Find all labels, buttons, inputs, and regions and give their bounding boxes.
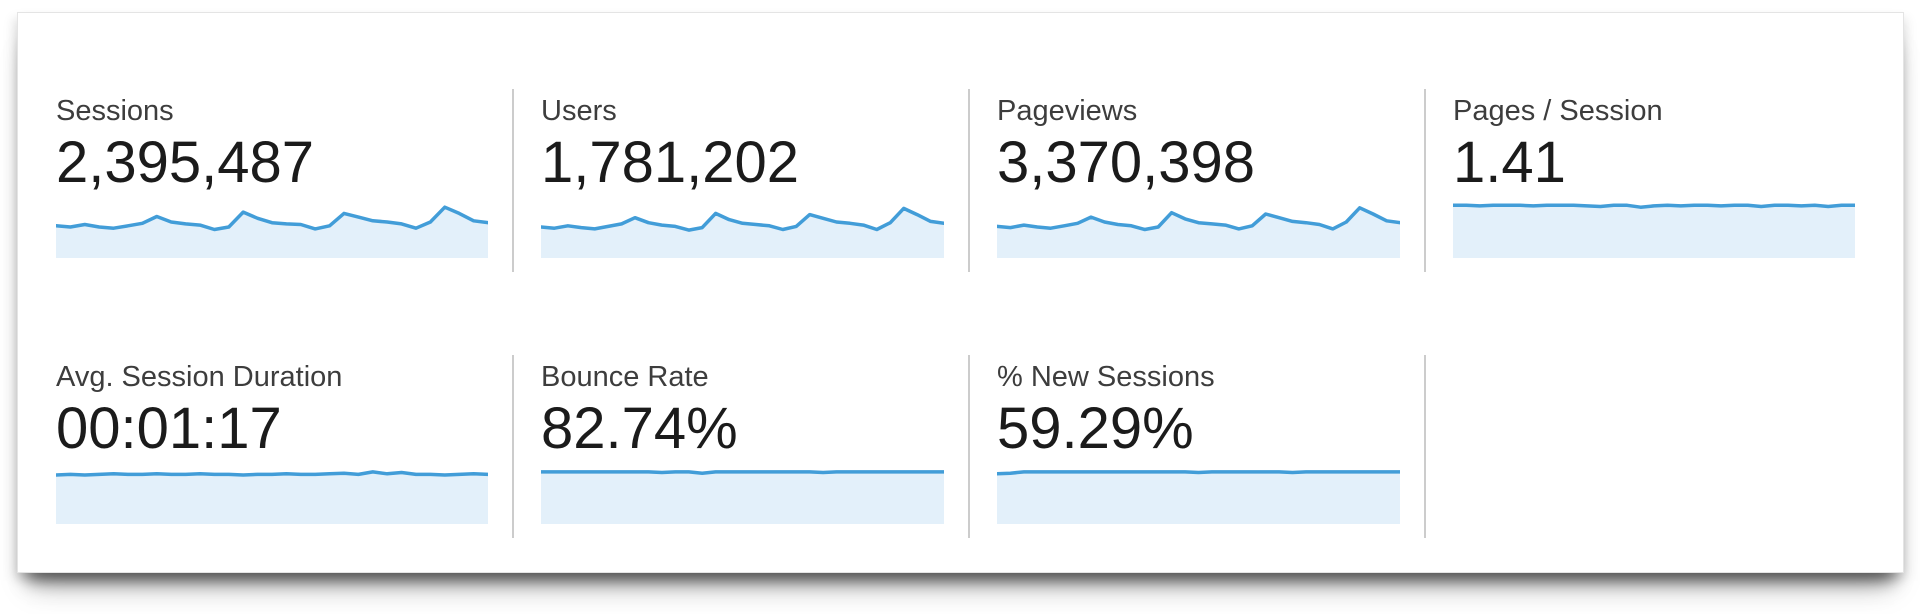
metrics-row-1: Sessions 2,395,487 Users 1,781,202 Pagev…: [18, 89, 1903, 272]
metric-card-bounce-rate[interactable]: Bounce Rate 82.74%: [512, 355, 968, 538]
sparkline-chart-new-sessions[interactable]: [997, 462, 1400, 524]
sparkline-chart-pageviews[interactable]: [997, 196, 1400, 258]
metric-card-pages-per-session[interactable]: Pages / Session 1.41: [1424, 89, 1879, 272]
metric-value: 82.74%: [541, 396, 738, 461]
metrics-row-2: Avg. Session Duration 00:01:17 Bounce Ra…: [18, 355, 1903, 538]
metric-card-sessions[interactable]: Sessions 2,395,487: [56, 89, 512, 272]
sparkline-chart-pages-per-session[interactable]: [1453, 196, 1855, 258]
metric-label: % New Sessions: [997, 361, 1215, 393]
sparkline-chart-bounce-rate[interactable]: [541, 462, 944, 524]
metric-card-pageviews[interactable]: Pageviews 3,370,398: [968, 89, 1424, 272]
sparkline-chart-sessions[interactable]: [56, 196, 488, 258]
metric-value: 3,370,398: [997, 130, 1256, 195]
metric-label: Sessions: [56, 95, 174, 127]
empty-metric-slot: [1424, 355, 1879, 538]
metric-value: 59.29%: [997, 396, 1194, 461]
metric-label: Avg. Session Duration: [56, 361, 343, 393]
metric-card-new-sessions[interactable]: % New Sessions 59.29%: [968, 355, 1424, 538]
metric-value: 2,395,487: [56, 130, 315, 195]
metric-value: 00:01:17: [56, 396, 282, 461]
metric-label: Users: [541, 95, 617, 127]
metric-card-avg-session-duration[interactable]: Avg. Session Duration 00:01:17: [56, 355, 512, 538]
metric-label: Pageviews: [997, 95, 1138, 127]
metric-card-users[interactable]: Users 1,781,202: [512, 89, 968, 272]
analytics-metrics-panel: Sessions 2,395,487 Users 1,781,202 Pagev…: [17, 12, 1904, 573]
metric-value: 1,781,202: [541, 130, 800, 195]
sparkline-chart-avg-session-duration[interactable]: [56, 462, 488, 524]
metric-value: 1.41: [1453, 130, 1566, 195]
sparkline-chart-users[interactable]: [541, 196, 944, 258]
metric-label: Bounce Rate: [541, 361, 709, 393]
metric-label: Pages / Session: [1453, 95, 1663, 127]
